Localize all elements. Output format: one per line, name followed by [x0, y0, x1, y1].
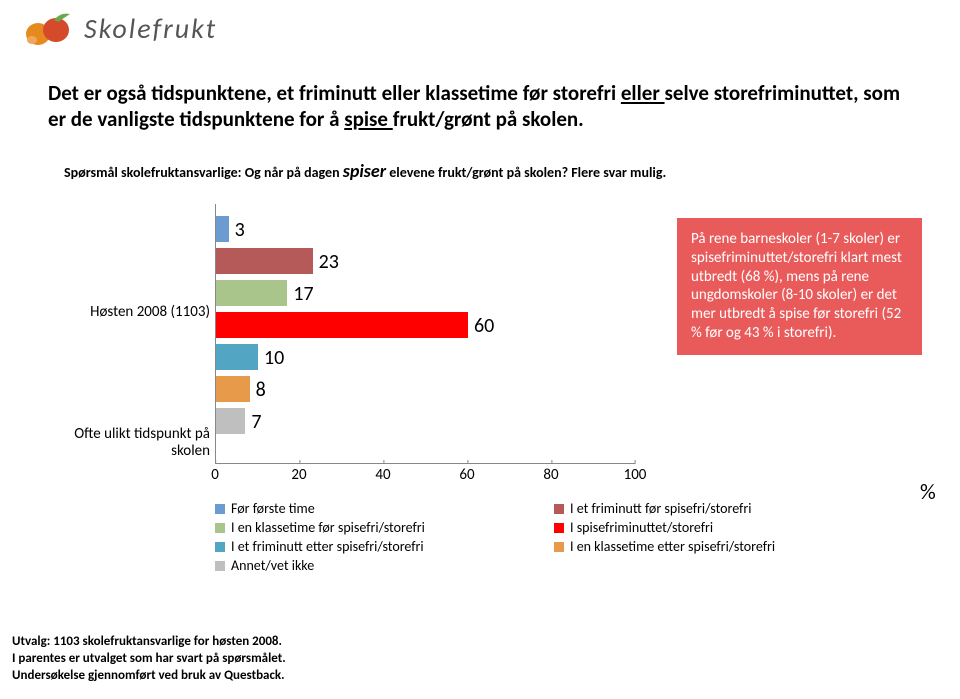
category-label: Ofte ulikt tidspunkt på skolen — [40, 426, 210, 459]
legend-label: I spisefriminuttet/storefri — [570, 519, 713, 536]
plot-area: 32317601087 — [215, 204, 635, 464]
legend-swatch — [215, 504, 225, 514]
legend-swatch — [215, 523, 225, 533]
legend-swatch — [554, 542, 564, 552]
legend: Før første time I et friminutt før spisef… — [215, 500, 875, 574]
percent-label: % — [920, 478, 936, 505]
bar: 60 — [216, 312, 468, 338]
x-tick: 80 — [543, 466, 558, 484]
bar-value-label: 17 — [287, 282, 313, 306]
legend-swatch — [554, 523, 564, 533]
legend-item: I en klassetime etter spisefri/storefri — [554, 538, 875, 555]
x-tick: 20 — [291, 466, 306, 484]
fruit-icon — [20, 8, 80, 48]
footer-line: Utvalg: 1103 skolefruktansvarlige for hø… — [12, 634, 286, 651]
category-label: Høsten 2008 (1103) — [40, 304, 210, 321]
subtitle-em: spiser — [343, 160, 386, 182]
bar-value-label: 23 — [313, 250, 339, 274]
footer-line: I parentes er utvalget som har svart på … — [12, 651, 286, 668]
x-tick: 40 — [375, 466, 390, 484]
bar-chart: Høsten 2008 (1103) Ofte ulikt tidspunkt … — [40, 204, 640, 524]
question-subtitle: Spørsmål skolefruktansvarlige: Og når på… — [64, 160, 666, 182]
page-title: Det er også tidspunktene, et friminutt e… — [48, 80, 920, 133]
bar-value-label: 8 — [250, 378, 266, 402]
legend-label: I en klassetime før spisefri/storefri — [231, 519, 425, 536]
bar-value-label: 60 — [468, 314, 494, 338]
footer-line: Undersøkelse gjennomført ved bruk av Que… — [12, 668, 286, 685]
bar: 10 — [216, 344, 258, 370]
legend-swatch — [554, 504, 564, 514]
x-tick: 60 — [459, 466, 474, 484]
bar-value-label: 10 — [258, 346, 284, 370]
legend-label: Før første time — [231, 500, 315, 517]
legend-item: I en klassetime før spisefri/storefri — [215, 519, 536, 536]
bar: 7 — [216, 408, 245, 434]
bar: 3 — [216, 216, 229, 242]
legend-label: I et friminutt før spisefri/storefri — [570, 500, 751, 517]
legend-item: Annet/vet ikke — [215, 557, 536, 574]
bar: 8 — [216, 376, 250, 402]
legend-item: I et friminutt etter spisefri/storefri — [215, 538, 536, 555]
logo-text: Skolefrukt — [84, 11, 217, 46]
legend-item: I spisefriminuttet/storefri — [554, 519, 875, 536]
bar: 17 — [216, 280, 287, 306]
x-tick: 100 — [624, 466, 647, 484]
subtitle-suffix: elevene frukt/grønt på skolen? Flere sva… — [386, 164, 666, 181]
legend-label: I en klassetime etter spisefri/storefri — [570, 538, 775, 555]
legend-swatch — [215, 542, 225, 552]
bar-value-label: 7 — [245, 410, 261, 434]
x-axis: 020406080100 — [215, 464, 635, 484]
legend-label: Annet/vet ikke — [231, 557, 314, 574]
bar-value-label: 3 — [229, 218, 245, 242]
legend-item: Før første time — [215, 500, 536, 517]
footer-notes: Utvalg: 1103 skolefruktansvarlige for hø… — [12, 634, 286, 685]
info-callout: På rene barneskoler (1-7 skoler) er spis… — [677, 218, 922, 355]
legend-label: I et friminutt etter spisefri/storefri — [231, 538, 424, 555]
bar: 23 — [216, 248, 313, 274]
subtitle-prefix: Spørsmål skolefruktansvarlige: Og når på… — [64, 164, 343, 181]
x-tick: 0 — [211, 466, 219, 484]
legend-swatch — [215, 561, 225, 571]
legend-item: I et friminutt før spisefri/storefri — [554, 500, 875, 517]
logo: Skolefrukt — [20, 8, 217, 48]
